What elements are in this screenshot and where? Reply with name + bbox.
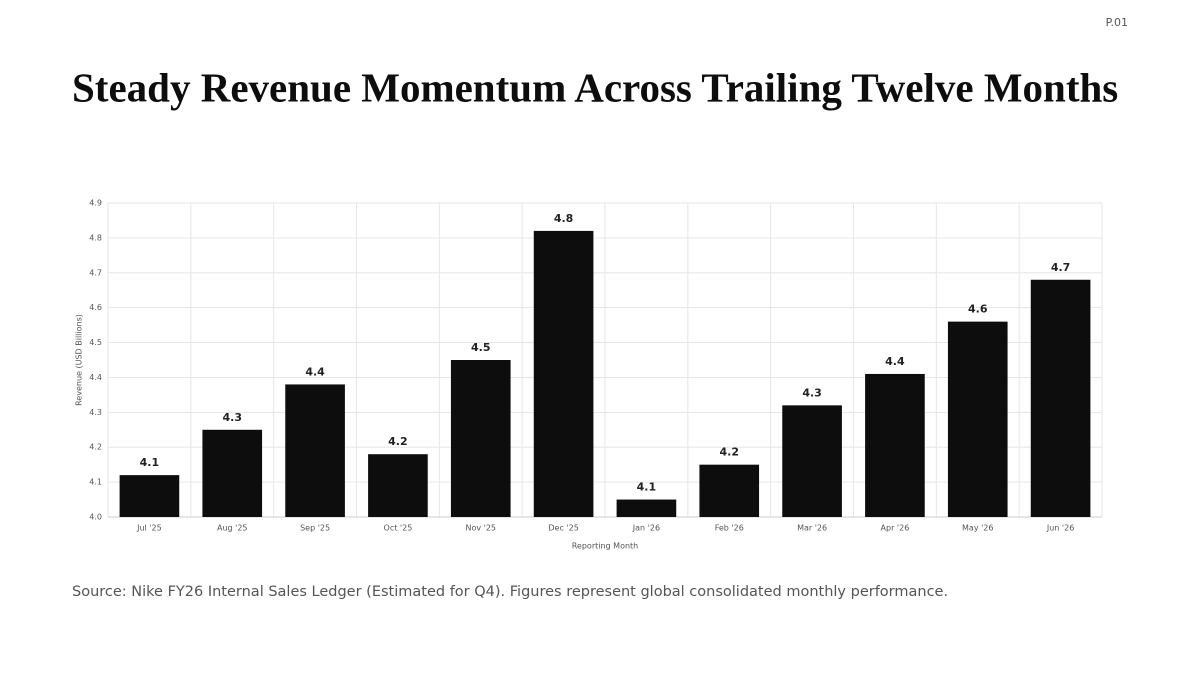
x-axis-title: Reporting Month <box>572 542 639 551</box>
x-tick-label: Nov '25 <box>465 524 496 533</box>
x-tick-label: Feb '26 <box>715 524 744 533</box>
data-label: 4.1 <box>637 481 657 494</box>
bar <box>285 384 345 517</box>
data-label: 4.8 <box>554 212 574 225</box>
data-label: 4.5 <box>471 341 491 354</box>
y-tick-label: 4.8 <box>89 233 102 242</box>
page-number: P.01 <box>1106 16 1128 29</box>
x-tick-label: Mar '26 <box>797 524 827 533</box>
chart-title: Steady Revenue Momentum Across Trailing … <box>72 64 1118 110</box>
bar <box>450 360 511 517</box>
y-tick-label: 4.7 <box>89 268 102 277</box>
y-tick-label: 4.9 <box>89 199 102 208</box>
y-tick-label: 4.6 <box>89 303 102 312</box>
bar <box>865 373 925 517</box>
y-tick-label: 4.5 <box>89 338 102 347</box>
data-label: 4.6 <box>968 303 988 316</box>
x-tick-label: Jul '25 <box>136 524 162 533</box>
source-note: Source: Nike FY26 Internal Sales Ledger … <box>72 584 948 600</box>
y-tick-label: 4.0 <box>89 513 102 522</box>
data-label: 4.3 <box>223 411 243 424</box>
data-label: 4.4 <box>885 355 905 368</box>
y-tick-label: 4.3 <box>89 408 102 417</box>
bar <box>947 321 1008 517</box>
data-label: 4.4 <box>305 365 325 378</box>
x-tick-label: Aug '25 <box>217 524 248 533</box>
x-tick-label: Jun '26 <box>1046 524 1074 533</box>
bar <box>202 429 263 517</box>
x-tick-label: Jan '26 <box>632 524 660 533</box>
x-tick-label: May '26 <box>962 524 993 533</box>
bar <box>782 405 842 517</box>
x-tick-label: Apr '26 <box>881 524 910 533</box>
bar <box>699 464 760 517</box>
bar <box>533 230 594 517</box>
data-label: 4.2 <box>720 446 740 459</box>
x-tick-label: Oct '25 <box>384 524 413 533</box>
y-tick-label: 4.4 <box>89 373 102 382</box>
bar <box>616 499 677 517</box>
bar <box>1030 279 1091 517</box>
data-label: 4.1 <box>140 456 160 469</box>
y-axis-title: Revenue (USD Billions) <box>75 314 84 406</box>
data-label: 4.3 <box>802 386 822 399</box>
data-label: 4.2 <box>388 435 408 448</box>
bar <box>368 454 428 517</box>
data-label: 4.7 <box>1051 261 1071 274</box>
x-tick-label: Sep '25 <box>300 524 330 533</box>
y-tick-label: 4.2 <box>89 443 102 452</box>
x-tick-label: Dec '25 <box>548 524 578 533</box>
bar <box>119 475 180 517</box>
y-tick-label: 4.1 <box>89 478 102 487</box>
